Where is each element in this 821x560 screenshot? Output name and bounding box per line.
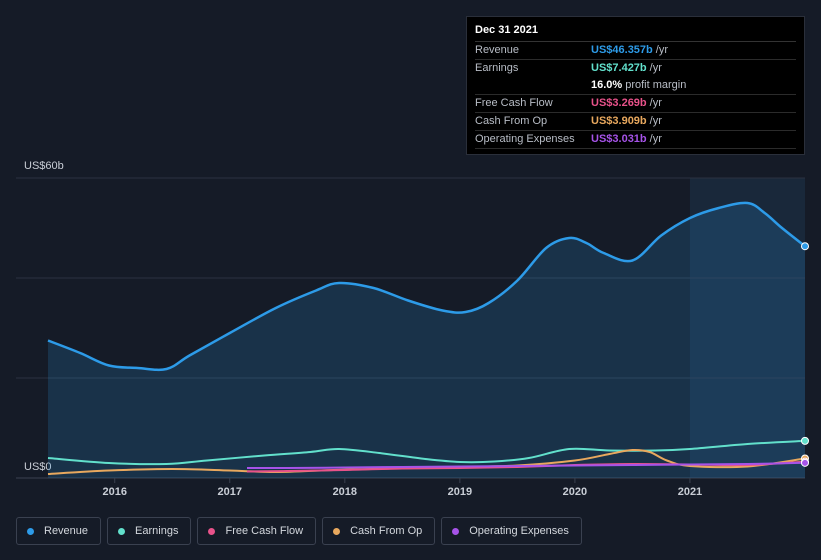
legend-label: Cash From Op [350, 525, 423, 537]
data-tooltip: Dec 31 2021 Revenue US$46.357b /yr Earni… [466, 16, 805, 155]
tooltip-row-revenue: Revenue US$46.357b /yr [475, 42, 796, 60]
x-tick-label: 2017 [218, 486, 242, 498]
tooltip-unit: /yr [649, 115, 662, 127]
series-area-revenue [48, 202, 805, 478]
legend-dot-icon [452, 527, 460, 535]
legend-dot-icon [27, 527, 34, 535]
legend-label: Operating Expenses [469, 525, 569, 537]
tooltip-unit: /yr [649, 97, 662, 109]
series-line-earnings [47, 439, 806, 466]
series-line-revenue [47, 201, 806, 372]
chart-area: US$60b US$0 2016 2017 2018 2019 2020 2021 [16, 160, 809, 498]
legend-dot-icon [208, 527, 216, 535]
x-axis: 2016 2017 2018 2019 2020 2021 [102, 478, 702, 498]
tooltip-row-operating-expenses: Operating Expenses US$3.031b /yr [475, 131, 796, 149]
legend-item-revenue[interactable]: Revenue [16, 517, 102, 545]
legend-item-operating-expenses[interactable]: Operating Expenses [441, 517, 582, 545]
legend-item-earnings[interactable]: Earnings [107, 517, 192, 545]
tooltip-label: Cash From Op [475, 115, 548, 127]
legend-dot-icon [118, 527, 126, 535]
series-end-point-earnings [801, 436, 809, 445]
series-end-point-revenue [801, 242, 809, 251]
tooltip-value: US$7.427b [591, 62, 647, 74]
tooltip-value: 16.0% [591, 79, 623, 91]
tooltip-row-free-cash-flow: Free Cash Flow US$3.269b /yr [475, 95, 796, 113]
tooltip-label [475, 77, 591, 94]
tooltip-row-margin: 16.0% profit margin [475, 77, 796, 95]
legend-item-free-cash-flow[interactable]: Free Cash Flow [197, 517, 317, 545]
tooltip-unit: profit margin [625, 79, 687, 91]
tooltip-label: Revenue [475, 44, 520, 56]
tooltip-unit: /yr [649, 62, 662, 74]
legend-item-cash-from-op[interactable]: Cash From Op [322, 517, 436, 545]
legend-dot-icon [333, 527, 341, 535]
series-end-point-operating-expenses [801, 458, 809, 467]
tooltip-value: US$46.357b [591, 44, 653, 56]
tooltip-row-earnings: Earnings US$7.427b /yr [475, 60, 796, 77]
tooltip-label: Earnings [475, 62, 519, 74]
x-tick-label: 2018 [333, 486, 357, 498]
x-tick-label: 2016 [102, 486, 126, 498]
series-layer [47, 201, 809, 478]
y-axis-bottom-label: US$0 [24, 461, 52, 473]
tooltip-unit: /yr [649, 133, 662, 145]
tooltip-date: Dec 31 2021 [475, 24, 796, 42]
highlight-region [689, 178, 805, 478]
y-axis-top-label: US$60b [24, 160, 64, 172]
x-tick-label: 2019 [448, 486, 472, 498]
series-line-operating-expenses [246, 461, 806, 470]
tooltip-label: Operating Expenses [475, 133, 575, 145]
tooltip-value: US$3.909b [591, 115, 647, 127]
chart-legend: Revenue Earnings Free Cash Flow Cash Fro… [16, 517, 588, 545]
tooltip-value: US$3.031b [591, 133, 647, 145]
x-tick-label: 2020 [563, 486, 587, 498]
tooltip-value: US$3.269b [591, 97, 647, 109]
tooltip-unit: /yr [655, 44, 668, 56]
legend-label: Earnings [135, 525, 179, 537]
legend-label: Revenue [44, 525, 89, 537]
tooltip-label: Free Cash Flow [475, 97, 553, 109]
tooltip-row-cash-from-op: Cash From Op US$3.909b /yr [475, 113, 796, 131]
legend-label: Free Cash Flow [225, 525, 304, 537]
x-tick-label: 2021 [678, 486, 702, 498]
